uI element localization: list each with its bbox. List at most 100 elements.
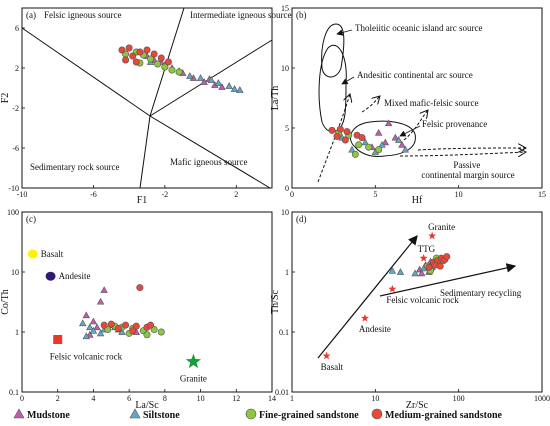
- b-siltstone-point: [361, 138, 370, 146]
- reference-basalt-label: Basalt: [321, 362, 344, 372]
- d-xtick-label: 1: [290, 394, 294, 403]
- a-siltstone-point: [236, 86, 244, 93]
- panel-b-label: (b): [296, 10, 307, 20]
- reference-felsic-volcanic-rock-label: Felsic volcanic rock: [50, 351, 123, 361]
- a-ytick-label: 2: [15, 64, 19, 73]
- c-siltstone-point: [82, 332, 90, 340]
- b-trend-felsic: [403, 110, 428, 141]
- reference-granite-label: Granite: [180, 374, 207, 384]
- d-xlabel: Zr/Sc: [406, 400, 429, 411]
- d-ytick-label: 10: [281, 208, 289, 217]
- b-xtick-label: 15: [538, 190, 546, 199]
- b-xlabel: Hf: [412, 195, 423, 206]
- a-siltstone-point: [230, 85, 239, 92]
- legend-siltstone-marker: [129, 408, 141, 419]
- b-fine-grained-sandstone-point: [351, 150, 359, 158]
- b-ytick-label: 15: [281, 4, 289, 13]
- panel-d-label: (d): [296, 214, 307, 224]
- a-fine-grained-sandstone-point: [161, 63, 169, 71]
- a-xtick-label: -6: [90, 190, 97, 199]
- c-xtick-label: 14: [268, 394, 276, 403]
- b-siltstone-point: [401, 145, 410, 153]
- legend-medium-grained-sandstone-label: Medium-grained sandstone: [385, 410, 503, 421]
- a-xtick-label: -10: [17, 190, 28, 199]
- panel-b-frame: [291, 7, 543, 189]
- a-medium-grained-sandstone-point: [136, 48, 144, 56]
- a-boundary-sed-mafic: [139, 115, 151, 189]
- a-fine-grained-sandstone-point: [154, 60, 162, 68]
- c-ylabel: Co/Th: [0, 289, 11, 315]
- a-field-intermediate: Intermediate igneous source: [190, 10, 291, 20]
- reference-felsic-volcanic-rock-marker: [388, 284, 397, 293]
- b-trend-upper: [417, 148, 526, 150]
- legend-fine-grained-sandstone-label: Fine-grained sandstone: [259, 410, 359, 421]
- reference-basalt-label: Basalt: [41, 249, 64, 259]
- c-fine-grained-sandstone-point: [143, 331, 151, 339]
- d-xtick-label: 100: [453, 394, 465, 403]
- d-reference-points: Granite TTG Felsic volcanic rock Andesite Ba…: [321, 222, 460, 372]
- c-mudstone-point: [89, 317, 98, 325]
- d-xtick-label: 1000: [534, 394, 550, 403]
- a-medium-grained-sandstone-point: [118, 46, 126, 54]
- reference-andesite-marker: [45, 271, 56, 281]
- c-xtick-label: 6: [127, 394, 131, 403]
- b-leader-tholeiitic: [336, 29, 353, 36]
- c-siltstone-point: [96, 329, 105, 337]
- a-field-sedimentary: Sedimentary rock source: [30, 162, 119, 172]
- legend-siltstone-label: Siltstone: [143, 410, 180, 421]
- b-ytick-label: 0: [285, 184, 289, 193]
- reference-ttg-label: TTG: [418, 244, 436, 254]
- a-siltstone-point: [207, 76, 215, 83]
- reference-andesite-label: Andesite: [59, 271, 91, 281]
- legend-medium-grained-sandstone-marker: [371, 408, 383, 420]
- a-field-felsic: Felsic igneous source: [44, 10, 121, 20]
- panel-d-frame: [291, 211, 543, 393]
- c-medium-grained-sandstone-point: [100, 321, 108, 329]
- d-ytick-label: 0.1: [279, 328, 289, 337]
- d-annotation-recycling: Sedimentary recycling: [440, 288, 522, 298]
- c-siltstone-point: [86, 323, 94, 331]
- c-xtick-label: 4: [91, 394, 95, 403]
- b-medium-grained-sandstone-point: [358, 134, 366, 142]
- panel-a-label: (a): [26, 10, 36, 20]
- a-field-mafic: Mafic igneous source: [170, 157, 247, 167]
- a-xtick-label: 2: [234, 190, 238, 199]
- b-passive-line2: continental margin source: [421, 170, 514, 180]
- legend-mudstone-label: Mudstone: [27, 410, 70, 421]
- a-ticks: -10 -6 -2 2 -10 -6 -2 2 6: [8, 24, 238, 199]
- panel-a: (a) Felsic igneous source Intermediate i…: [0, 7, 291, 206]
- d-medium-grained-sandstone-point: [436, 262, 444, 270]
- reference-felsic-volcanic-rock-label: Felsic volcanic rock: [386, 295, 459, 305]
- d-siltstone-point: [388, 266, 397, 274]
- a-medium-grained-sandstone-point: [122, 56, 130, 64]
- reference-ttg-marker: [419, 253, 428, 262]
- panel-b-trends: [317, 94, 526, 183]
- c-xlabel: La/Sc: [135, 400, 159, 411]
- b-fine-grained-sandstone-point: [375, 146, 383, 154]
- c-fine-grained-sandstone-point: [157, 328, 165, 336]
- legend-mudstone-marker: [13, 408, 25, 419]
- c-xtick-label: 8: [163, 394, 167, 403]
- a-mudstone-point: [218, 83, 226, 90]
- a-xlabel: F1: [137, 195, 148, 206]
- c-mudstone-point: [96, 297, 105, 305]
- b-xtick-label: 10: [455, 190, 463, 199]
- a-ytick-label: -2: [12, 104, 19, 113]
- a-medium-grained-sandstone-point: [150, 50, 158, 58]
- a-fine-grained-sandstone-point: [168, 66, 176, 74]
- a-xtick-label: -2: [162, 190, 169, 199]
- b-xtick-label: 5: [373, 190, 377, 199]
- a-ytick-label: -6: [12, 144, 19, 153]
- legend-fine-grained-sandstone-marker: [245, 408, 257, 420]
- c-medium-grained-sandstone-point: [107, 320, 115, 328]
- c-siltstone-point: [89, 326, 98, 334]
- a-fine-grained-sandstone-point: [175, 68, 183, 76]
- c-xtick-label: 10: [197, 394, 205, 403]
- c-medium-grained-sandstone-point: [122, 321, 130, 329]
- b-mudstone-point: [391, 133, 400, 141]
- b-passive-line1: Passive: [453, 160, 480, 170]
- b-field-label-tholeiitic: Tholeiitic oceanic island arc source: [355, 23, 482, 33]
- a-ytick-label: -10: [8, 184, 19, 193]
- a-siltstone-point: [214, 79, 223, 86]
- a-ytick-label: 6: [15, 24, 19, 33]
